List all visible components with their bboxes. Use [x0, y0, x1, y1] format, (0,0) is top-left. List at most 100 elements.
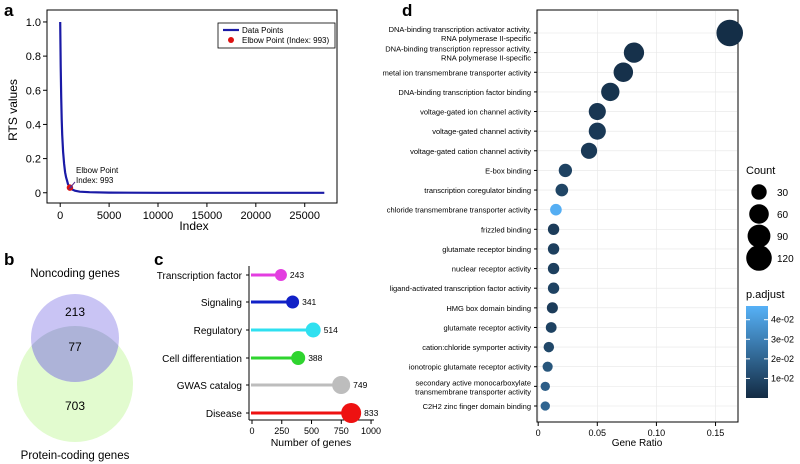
- panel-d-dot-plot: d DNA-binding transcription activator ac…: [383, 1, 795, 449]
- panel-d-point: [588, 122, 606, 140]
- panel-c-value-label: 833: [364, 408, 378, 418]
- panel-a-label: a: [4, 1, 14, 20]
- panel-c-category-label: Cell differentiation: [162, 354, 242, 365]
- panel-a-y-tick-label: 0.6: [26, 85, 41, 97]
- panel-a-plot-frame: [46, 9, 338, 204]
- panel-d-category-label: glutamate receptor binding: [442, 245, 531, 254]
- panel-a-legend-box: [217, 22, 336, 49]
- panel-d-x-tick-label: 0.05: [589, 428, 607, 438]
- panel-a-y-tick-label: 0.4: [26, 119, 41, 131]
- size-legend-label: 30: [777, 188, 789, 199]
- panel-c-bubble: [291, 351, 306, 365]
- panel-a-x-tick-label: 5000: [97, 210, 121, 222]
- panel-d-category-label: cation:chloride symporter activity: [422, 343, 531, 352]
- panel-d-point: [540, 401, 550, 411]
- panel-d-x-tick-label: 0: [536, 428, 541, 438]
- panel-c-bubble: [274, 269, 287, 281]
- panel-c-category-label: Regulatory: [194, 326, 242, 337]
- size-legend-label: 120: [777, 254, 794, 265]
- size-legend-circle: [749, 204, 769, 224]
- panel-a-x-tick-label: 25000: [289, 210, 320, 222]
- color-legend-ticks: 1e-02 2e-02 3e-02 4e-02: [746, 315, 794, 383]
- panel-d-category-label: HMG box domain binding: [446, 304, 531, 313]
- panel-c-category-label: GWAS catalog: [177, 381, 242, 392]
- color-legend-tick-label: 2e-02: [771, 354, 794, 364]
- color-legend-tick-label: 4e-02: [771, 315, 794, 325]
- panel-a-y-tick-label: 0.2: [26, 154, 41, 166]
- panel-a-x-tick-label: 10000: [143, 210, 174, 222]
- panel-d-point: [550, 203, 562, 216]
- panel-a-x-axis-title: Index: [179, 219, 208, 233]
- panel-d-point: [716, 19, 744, 47]
- panel-b-venn-diagram: b Noncoding genes Protein-coding genes 2…: [4, 250, 133, 462]
- panel-d-color-legend: p.adjust 1e-02 2e-02 3e-02 4e-02: [746, 289, 794, 398]
- size-legend-circle: [746, 245, 772, 271]
- panel-d-point: [547, 262, 560, 275]
- panel-d-category-label: nuclear receptor activity: [452, 265, 531, 274]
- panel-c-x-ticks: 0 250 500 750 1000: [249, 420, 381, 436]
- panel-d-category-label: chloride transmembrane transporter activ…: [387, 206, 531, 215]
- panel-c-category-label: Transcription factor: [157, 271, 243, 282]
- panel-d-size-legend: Count 30 60 90 120: [746, 165, 794, 271]
- panel-d-category-label: C2H2 zinc finger domain binding: [423, 402, 531, 411]
- panel-a-y-ticks: 0 0.2 0.4 0.6 0.8 1.0: [26, 17, 47, 200]
- panel-d-point: [546, 302, 558, 314]
- panel-a-y-tick-label: 1.0: [26, 17, 41, 29]
- panel-a-y-tick-label: 0.8: [26, 51, 41, 63]
- panel-b-label: b: [4, 250, 14, 269]
- panel-a-x-tick-label: 20000: [241, 210, 272, 222]
- panel-c-value-label: 514: [324, 325, 338, 335]
- panel-c-bubble: [286, 295, 300, 309]
- panel-d-points: [540, 19, 744, 411]
- color-legend-gradient-bar: [746, 306, 768, 398]
- panel-d-category-label-line1: secondary active monocarboxylate: [416, 378, 531, 387]
- panel-c-bubble: [341, 403, 362, 423]
- panel-d-point: [580, 142, 598, 159]
- panel-c-x-tick-label: 1000: [361, 426, 381, 436]
- panel-d-category-label: voltage-gated cation channel activity: [410, 147, 531, 156]
- venn-noncoding-title: Noncoding genes: [30, 268, 120, 280]
- panel-c-x-tick-label: 0: [249, 426, 254, 436]
- panel-d-point: [547, 243, 560, 255]
- panel-c-value-label: 749: [353, 380, 367, 390]
- panel-c-x-tick-label: 500: [304, 426, 319, 436]
- panel-c-lollipop-chart: c 0 250 500 750 1000 Transcription factor 243…: [154, 250, 381, 449]
- panel-a-y-axis-title: RTS values: [6, 79, 20, 141]
- panel-c-bubble: [332, 376, 351, 394]
- panel-d-category-label-line1: DNA-binding transcription repressor acti…: [385, 45, 531, 54]
- panel-d-category-label: E-box binding: [485, 166, 531, 175]
- panel-c-bubble: [305, 322, 321, 338]
- panel-a-annotation-line1: Elbow Point: [76, 166, 119, 175]
- panel-d-category-label-line1: DNA-binding transcription activator acti…: [389, 25, 531, 34]
- panel-a-legend-dot-swatch: [228, 37, 234, 43]
- panel-d-plot-frame: [536, 9, 739, 423]
- panel-a-legend: Data Points Elbow Point (Index: 993): [217, 22, 336, 49]
- panel-a-x-ticks: 0 5000 10000 15000 20000 25000: [57, 203, 320, 222]
- panel-d-point: [543, 341, 555, 353]
- panel-d-category-labels: DNA-binding transcription activator acti…: [383, 25, 537, 411]
- panel-d-point: [545, 322, 557, 333]
- panel-d-label: d: [402, 1, 412, 20]
- panel-c-category-label: Disease: [206, 409, 243, 420]
- panel-c-x-tick-label: 250: [274, 426, 289, 436]
- panel-d-category-label: metal ion transmembrane transporter acti…: [383, 68, 532, 77]
- size-legend-label: 90: [777, 232, 789, 243]
- panel-a-annotation-arrowhead: [68, 185, 73, 190]
- panel-d-x-ticks: 0 0.05 0.10 0.15: [536, 422, 724, 438]
- panel-c-lollipops: Transcription factor 243 Signaling 341 Regul…: [157, 269, 379, 423]
- panel-d-category-label: DNA-binding transcription factor binding: [398, 88, 531, 97]
- panel-d-x-axis-title: Gene Ratio: [612, 438, 663, 449]
- panel-d-category-label-line2: transmembrane transporter activity: [415, 387, 531, 396]
- size-legend-title: Count: [746, 165, 775, 177]
- panel-d-x-tick-label: 0.10: [648, 428, 666, 438]
- panel-d-category-label: frizzled binding: [481, 225, 531, 234]
- panel-d-category-label: ligand-activated transcription factor ac…: [390, 284, 532, 293]
- panel-c-label: c: [154, 250, 163, 269]
- panel-d-point: [547, 282, 560, 294]
- panel-d-category-label: ionotropic glutamate receptor activity: [409, 363, 531, 372]
- color-legend-tick-label: 1e-02: [771, 373, 794, 383]
- panel-d-point: [542, 361, 553, 372]
- panel-d-category-label-line2: RNA polymerase II-specific: [441, 34, 531, 43]
- panel-a-x-tick-label: 0: [57, 210, 63, 222]
- panel-d-point: [540, 381, 550, 392]
